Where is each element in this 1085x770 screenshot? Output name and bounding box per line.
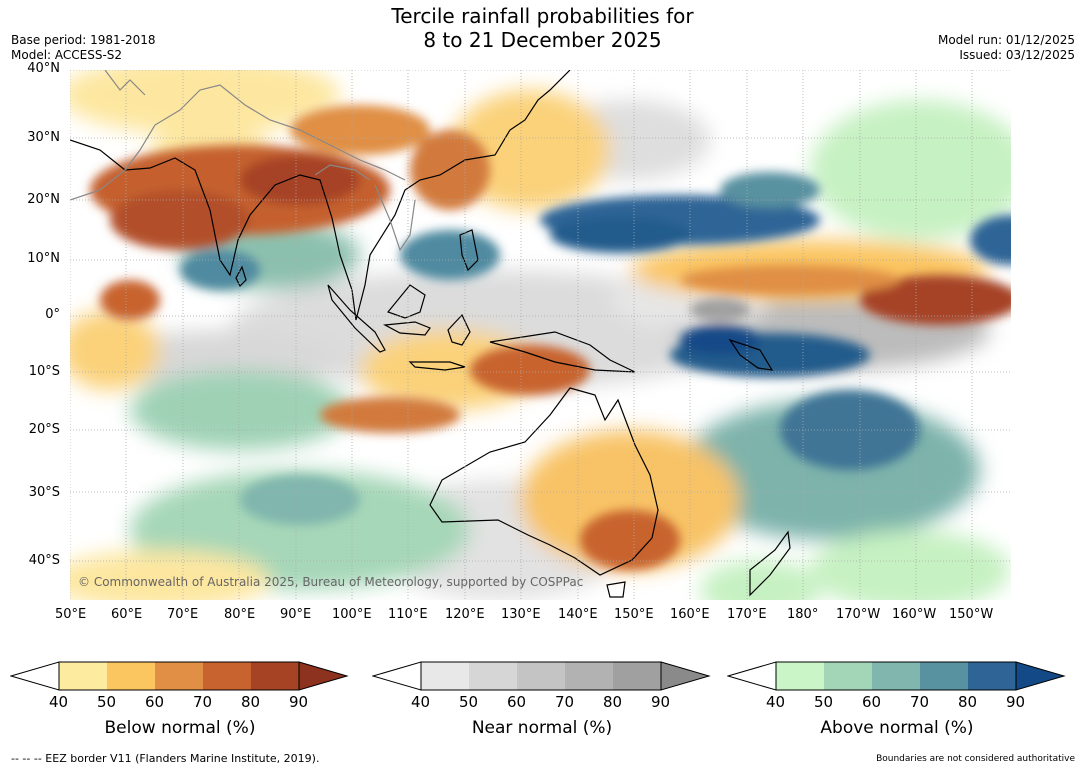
lon-tick-90e: 90°E — [280, 607, 312, 622]
lon-tick-170w: 170°W — [836, 607, 881, 622]
lon-tick-120e: 120°E — [445, 607, 485, 622]
below-swatch-1 — [59, 662, 107, 690]
below-swatch-5 — [251, 662, 299, 690]
above-extend — [1015, 661, 1066, 691]
lon-tick-160e: 160°E — [670, 607, 710, 622]
lat-tick-10n: 10°N — [27, 251, 60, 266]
near-swatch-1 — [421, 662, 469, 690]
above-tick-90: 90 — [1006, 693, 1026, 711]
lat-tick-40s: 40°S — [28, 553, 60, 568]
eez-border-note: -- -- -- EEZ border V11 (Flanders Marine… — [11, 752, 320, 765]
lon-tick-140e: 140°E — [558, 607, 598, 622]
below-swatch-2 — [107, 662, 155, 690]
above-swatch-3 — [872, 662, 920, 690]
lat-tick-20s: 20°S — [28, 422, 60, 437]
map-svg: © Commonwealth of Australia 2025, Bureau… — [70, 70, 1011, 600]
below-swatch-4 — [203, 662, 251, 690]
boundaries-disclaimer: Boundaries are not considered authoritat… — [876, 754, 1075, 764]
near-swatch-3 — [517, 662, 565, 690]
lon-tick-100e: 100°E — [332, 607, 372, 622]
lon-tick-150e: 150°E — [614, 607, 654, 622]
model-run-date: Model run: 01/12/2025 — [937, 33, 1075, 47]
below-swatch-3 — [155, 662, 203, 690]
copyright-notice: © Commonwealth of Australia 2025, Bureau… — [78, 575, 583, 589]
below-tick-80: 80 — [241, 693, 261, 711]
near-tick-90: 90 — [651, 693, 671, 711]
lon-tick-180: 180° — [787, 607, 819, 622]
coastlines — [70, 70, 791, 598]
near-normal-label: Near normal (%) — [471, 718, 613, 738]
lon-tick-170e: 170°E — [727, 607, 767, 622]
above-tick-40: 40 — [766, 693, 786, 711]
above-swatch-5 — [968, 662, 1016, 690]
lat-tick-40n: 40°N — [27, 61, 60, 76]
lon-tick-50e: 50°E — [55, 607, 87, 622]
near-tick-80: 80 — [603, 693, 623, 711]
above-swatch-1 — [776, 662, 824, 690]
above-normal-label: Above normal (%) — [820, 718, 974, 738]
map-title: Tercile rainfall probabilities for 8 to … — [0, 4, 1085, 52]
below-normal-label: Below normal (%) — [104, 718, 256, 738]
model-info: Base period: 1981-2018 Model: ACCESS-S2 — [11, 33, 156, 63]
lon-tick-160w: 160°W — [892, 607, 937, 622]
near-tick-40: 40 — [411, 693, 431, 711]
below-tick-70: 70 — [193, 693, 213, 711]
gridlines — [70, 70, 1011, 600]
lat-tick-eq: 0° — [45, 307, 60, 322]
below-extend — [298, 661, 349, 691]
model-name: Model: ACCESS-S2 — [11, 48, 123, 62]
lat-tick-30s: 30°S — [28, 485, 60, 500]
above-swatch-2 — [824, 662, 872, 690]
near-extend — [660, 661, 711, 691]
issued-date: Issued: 03/12/2025 — [959, 48, 1075, 62]
above-tick-80: 80 — [958, 693, 978, 711]
below-tick-90: 90 — [289, 693, 309, 711]
lon-tick-60e: 60°E — [111, 607, 143, 622]
above-tick-70: 70 — [910, 693, 930, 711]
above-tick-60: 60 — [862, 693, 882, 711]
lon-tick-70e: 70°E — [167, 607, 199, 622]
colorbar-above-normal: 40 50 60 70 80 90 Above normal (%) — [726, 660, 1067, 740]
colorbar-above-swatches — [726, 661, 1066, 691]
below-tick-60: 60 — [145, 693, 165, 711]
lat-tick-20n: 20°N — [27, 192, 60, 207]
lat-tick-30n: 30°N — [27, 130, 60, 145]
colorbar-near-swatches — [371, 661, 711, 691]
colorbar-near-normal: 40 50 60 70 80 90 Near normal (%) — [371, 660, 712, 740]
run-info: Model run: 01/12/2025 Issued: 03/12/2025 — [938, 33, 1075, 63]
lon-tick-130e: 130°E — [501, 607, 541, 622]
lat-tick-10s: 10°S — [28, 364, 60, 379]
title-line-1: Tercile rainfall probabilities for — [391, 4, 694, 28]
base-period: Base period: 1981-2018 — [11, 33, 156, 47]
title-line-2: 8 to 21 December 2025 — [423, 28, 662, 52]
near-swatch-2 — [469, 662, 517, 690]
near-tick-50: 50 — [459, 693, 479, 711]
lon-tick-80e: 80°E — [224, 607, 256, 622]
near-tick-60: 60 — [507, 693, 527, 711]
near-swatch-4 — [565, 662, 613, 690]
above-tick-50: 50 — [814, 693, 834, 711]
country-borders — [70, 70, 416, 252]
lon-tick-150w: 150°W — [949, 607, 994, 622]
colorbar-below-swatches — [9, 661, 349, 691]
near-swatch-5 — [613, 662, 661, 690]
lon-tick-110e: 110°E — [388, 607, 428, 622]
below-tick-50: 50 — [97, 693, 117, 711]
near-tick-70: 70 — [555, 693, 575, 711]
below-tick-40: 40 — [49, 693, 69, 711]
map-panel: © Commonwealth of Australia 2025, Bureau… — [70, 70, 1011, 600]
above-swatch-4 — [920, 662, 968, 690]
colorbar-below-normal: 40 50 60 70 80 90 Below normal (%) — [9, 660, 350, 740]
